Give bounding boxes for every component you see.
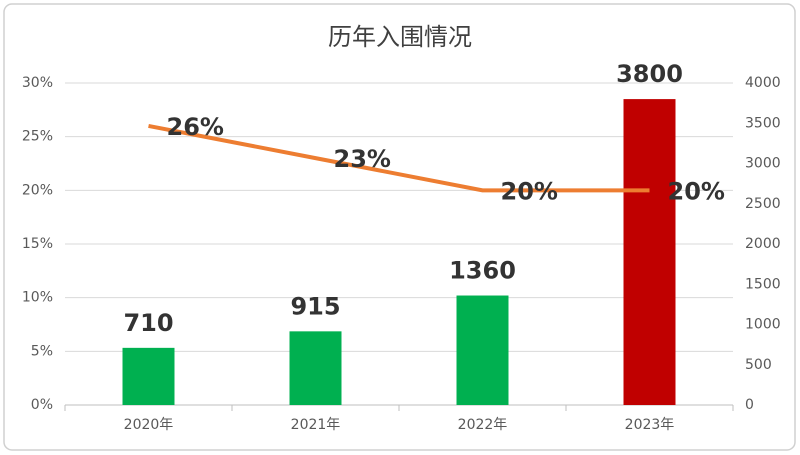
- bar: [623, 99, 676, 405]
- y2-tick-label: 3000: [745, 156, 781, 172]
- bar-value-label: 915: [290, 292, 340, 320]
- y2-tick-label: 2000: [745, 236, 781, 252]
- line: [148, 123, 650, 193]
- bar-value-label: 710: [123, 309, 173, 337]
- y-tick-label: 5%: [31, 343, 53, 359]
- y2-tick-label: 500: [745, 357, 772, 373]
- line-value-label: 23%: [334, 145, 391, 173]
- y-tick-label: 30%: [22, 75, 53, 91]
- x-tick-label: 2023年: [625, 417, 675, 433]
- line-value-label: 26%: [167, 113, 224, 141]
- y-tick-label: 10%: [22, 290, 53, 306]
- bar: [456, 295, 509, 405]
- chart-frame: [3, 3, 796, 451]
- y2-tick-label: 3500: [745, 115, 781, 131]
- bar-value-label: 3800: [616, 60, 683, 88]
- y2-tick-label: 1000: [745, 317, 781, 333]
- y2-tick-label: 0: [745, 397, 754, 413]
- chart-title: 历年入围情况: [328, 23, 472, 51]
- bar: [289, 331, 342, 405]
- y-tick-label: 0%: [31, 397, 53, 413]
- x-tick-label: 2021年: [291, 417, 341, 433]
- bar-value-label: 1360: [449, 257, 516, 285]
- y-tick-label: 25%: [22, 129, 53, 145]
- y-tick-label: 15%: [22, 236, 53, 252]
- y-tick-label: 20%: [22, 182, 53, 198]
- y2-tick-label: 1500: [745, 276, 781, 292]
- line-value-label: 20%: [501, 177, 558, 205]
- y2-tick-label: 2500: [745, 196, 781, 212]
- x-tick-label: 2020年: [124, 417, 174, 433]
- line-value-label: 20%: [668, 177, 725, 205]
- y2-tick-label: 4000: [745, 75, 781, 91]
- x-tick-label: 2022年: [458, 417, 508, 433]
- bar: [122, 347, 175, 405]
